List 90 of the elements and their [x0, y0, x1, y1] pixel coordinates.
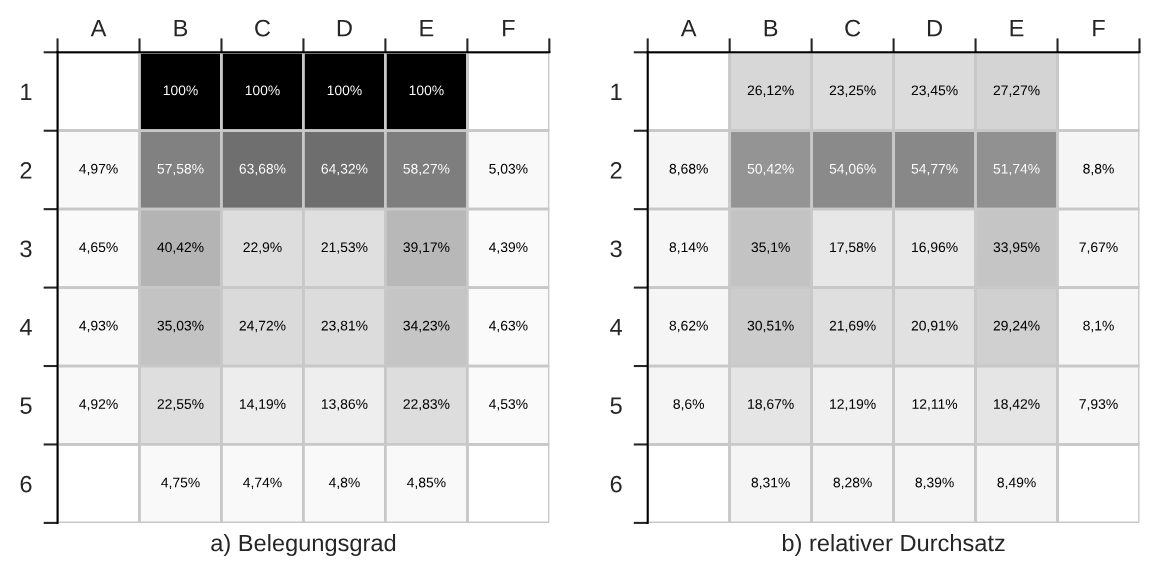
data-label: 8,1%: [1083, 320, 1114, 333]
data-label: 34,23%: [403, 320, 450, 333]
data-label: 8,68%: [669, 163, 708, 176]
x-tick-label: B: [764, 20, 778, 37]
data-label: 24,72%: [239, 320, 286, 333]
data-label: 100%: [245, 85, 280, 96]
data-label: 27,27%: [993, 85, 1040, 97]
x-tick-label: E: [420, 20, 434, 37]
data-label: 63,68%: [239, 163, 286, 176]
y-tick-label: 2: [610, 162, 622, 179]
data-label: 22,83%: [403, 399, 450, 411]
data-label: 33,95%: [993, 242, 1040, 254]
y-tick-label: 2: [20, 162, 32, 179]
data-label: 18,42%: [994, 399, 1040, 411]
data-label: 39,17%: [403, 242, 450, 254]
x-tick-label: D: [337, 20, 352, 37]
data-label: 35,1%: [751, 242, 790, 254]
x-tick-label: D: [927, 20, 942, 37]
data-label: 100%: [327, 85, 362, 96]
y-tick-label: 5: [610, 397, 622, 415]
data-label: 21,69%: [829, 320, 876, 333]
data-label: 14,19%: [239, 399, 286, 411]
data-label: 4,75%: [161, 477, 200, 490]
data-label: 12,11%: [912, 399, 958, 411]
data-label: 21,53%: [321, 242, 368, 254]
x-tick-label: A: [90, 20, 107, 37]
data-label: 4,93%: [79, 320, 118, 333]
data-label: 13,86%: [321, 399, 368, 411]
x-tick-label: F: [503, 20, 515, 37]
data-label: 26,12%: [747, 85, 794, 97]
y-tick-label: 4: [19, 319, 32, 336]
y-tick-label: 1: [21, 83, 32, 101]
data-label: 29,24%: [993, 320, 1040, 333]
data-label: 100%: [163, 85, 198, 96]
data-label: 50,42%: [747, 163, 794, 176]
y-tick-label: 4: [610, 319, 623, 336]
data-label: 100%: [409, 85, 444, 96]
data-label: 8,6%: [673, 399, 705, 411]
y-tick-label: 3: [20, 240, 32, 258]
data-label: 54,06%: [829, 163, 876, 176]
data-label: 57,58%: [157, 163, 204, 176]
x-tick-label: A: [680, 20, 697, 37]
data-label: 22,9%: [243, 242, 282, 254]
data-label: 22,55%: [157, 399, 204, 411]
data-label: 54,77%: [911, 163, 958, 176]
data-label: 4,53%: [488, 399, 528, 411]
y-tick-label: 5: [20, 397, 32, 415]
data-label: 4,65%: [79, 242, 118, 254]
y-tick-label: 3: [610, 240, 622, 258]
x-tick-label: B: [174, 20, 188, 37]
data-label: 64,32%: [321, 163, 368, 176]
x-tick-label: E: [1010, 20, 1024, 37]
data-label: 8,8%: [1083, 163, 1114, 176]
data-label: 23,81%: [321, 320, 368, 333]
data-label: 5,03%: [489, 163, 528, 176]
data-label: 8,31%: [751, 477, 790, 490]
data-label: 7,67%: [1079, 242, 1118, 254]
data-label: 8,39%: [915, 477, 954, 490]
data-label: 8,49%: [997, 477, 1036, 490]
data-label: 7,93%: [1079, 399, 1118, 411]
data-label: 23,45%: [911, 85, 958, 97]
y-tick-label: 6: [20, 475, 32, 493]
data-label: 17,58%: [830, 242, 876, 254]
data-label: 4,92%: [79, 399, 118, 411]
text: b) relativer Durchsatz: [782, 534, 1005, 557]
data-label: 40,42%: [157, 242, 204, 254]
data-label: 8,14%: [669, 242, 708, 254]
x-tick-label: C: [845, 19, 861, 37]
data-label: 20,91%: [911, 320, 958, 333]
data-label: 4,39%: [488, 242, 528, 254]
data-label: 58,27%: [403, 163, 450, 176]
data-label: 4,85%: [407, 477, 446, 490]
x-tick-label: F: [1093, 20, 1105, 37]
data-label: 4,97%: [79, 163, 118, 176]
text: a) Belegungsgrad: [211, 534, 396, 557]
data-label: 30,51%: [747, 320, 794, 333]
data-label: 8,28%: [833, 477, 872, 490]
data-label: 18,67%: [748, 399, 794, 411]
data-label: 12,19%: [830, 399, 876, 411]
data-label: 4,8%: [328, 477, 360, 490]
data-label: 51,74%: [993, 163, 1040, 176]
data-label: 8,62%: [669, 320, 708, 333]
data-label: 16,96%: [912, 242, 958, 254]
data-label: 23,25%: [829, 85, 876, 97]
data-label: 4,63%: [488, 320, 528, 333]
data-label: 35,03%: [157, 320, 204, 333]
y-tick-label: 6: [610, 475, 622, 493]
y-tick-label: 1: [611, 83, 622, 101]
data-label: 4,74%: [243, 477, 282, 490]
x-tick-label: C: [255, 19, 271, 37]
